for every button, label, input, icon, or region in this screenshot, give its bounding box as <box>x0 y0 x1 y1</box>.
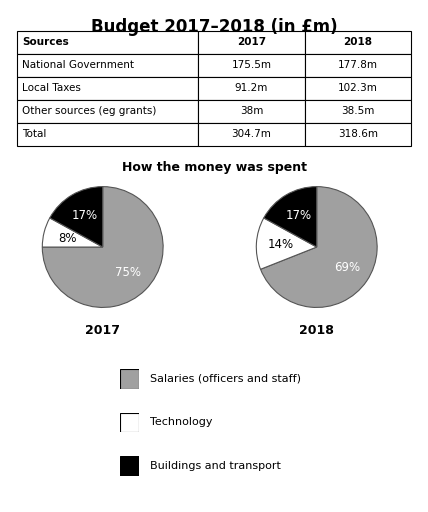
Bar <box>17 31 198 54</box>
Text: 91.2m: 91.2m <box>235 83 268 93</box>
Text: 102.3m: 102.3m <box>338 83 377 93</box>
Wedge shape <box>256 218 317 269</box>
Bar <box>305 31 411 54</box>
Bar <box>17 54 198 77</box>
Text: 38.5m: 38.5m <box>341 106 374 116</box>
Wedge shape <box>42 186 163 307</box>
Bar <box>305 77 411 100</box>
Text: Local Taxes: Local Taxes <box>22 83 81 93</box>
Wedge shape <box>50 186 103 247</box>
Bar <box>17 77 198 100</box>
Text: Technology: Technology <box>150 417 212 428</box>
Bar <box>198 31 305 54</box>
Bar <box>17 123 198 146</box>
Text: 304.7m: 304.7m <box>232 130 271 139</box>
Text: 8%: 8% <box>58 231 77 245</box>
Bar <box>305 123 411 146</box>
Text: Sources: Sources <box>22 37 68 47</box>
Text: 2017: 2017 <box>85 324 120 336</box>
Wedge shape <box>42 218 103 247</box>
Bar <box>305 54 411 77</box>
Text: 14%: 14% <box>268 238 294 251</box>
Text: 69%: 69% <box>334 261 360 274</box>
Bar <box>198 54 305 77</box>
Text: 2018: 2018 <box>299 324 334 336</box>
Text: 38m: 38m <box>240 106 263 116</box>
Bar <box>305 100 411 123</box>
Text: Other sources (eg grants): Other sources (eg grants) <box>22 106 156 116</box>
Wedge shape <box>264 186 317 247</box>
Text: 175.5m: 175.5m <box>232 60 271 70</box>
Text: 17%: 17% <box>71 209 97 222</box>
Text: 2018: 2018 <box>343 37 372 47</box>
Text: 2017: 2017 <box>237 37 266 47</box>
Bar <box>198 77 305 100</box>
Text: How the money was spent: How the money was spent <box>122 161 306 174</box>
Text: 318.6m: 318.6m <box>338 130 378 139</box>
Text: Budget 2017–2018 (in £m): Budget 2017–2018 (in £m) <box>91 18 337 36</box>
Text: Buildings and transport: Buildings and transport <box>150 461 281 471</box>
Text: Total: Total <box>22 130 46 139</box>
Wedge shape <box>261 186 377 307</box>
Text: National Government: National Government <box>22 60 134 70</box>
Bar <box>198 100 305 123</box>
Text: 177.8m: 177.8m <box>338 60 378 70</box>
Text: 75%: 75% <box>116 266 141 279</box>
Bar <box>198 123 305 146</box>
Text: 17%: 17% <box>285 209 311 222</box>
Text: Salaries (officers and staff): Salaries (officers and staff) <box>150 374 301 384</box>
Bar <box>17 100 198 123</box>
